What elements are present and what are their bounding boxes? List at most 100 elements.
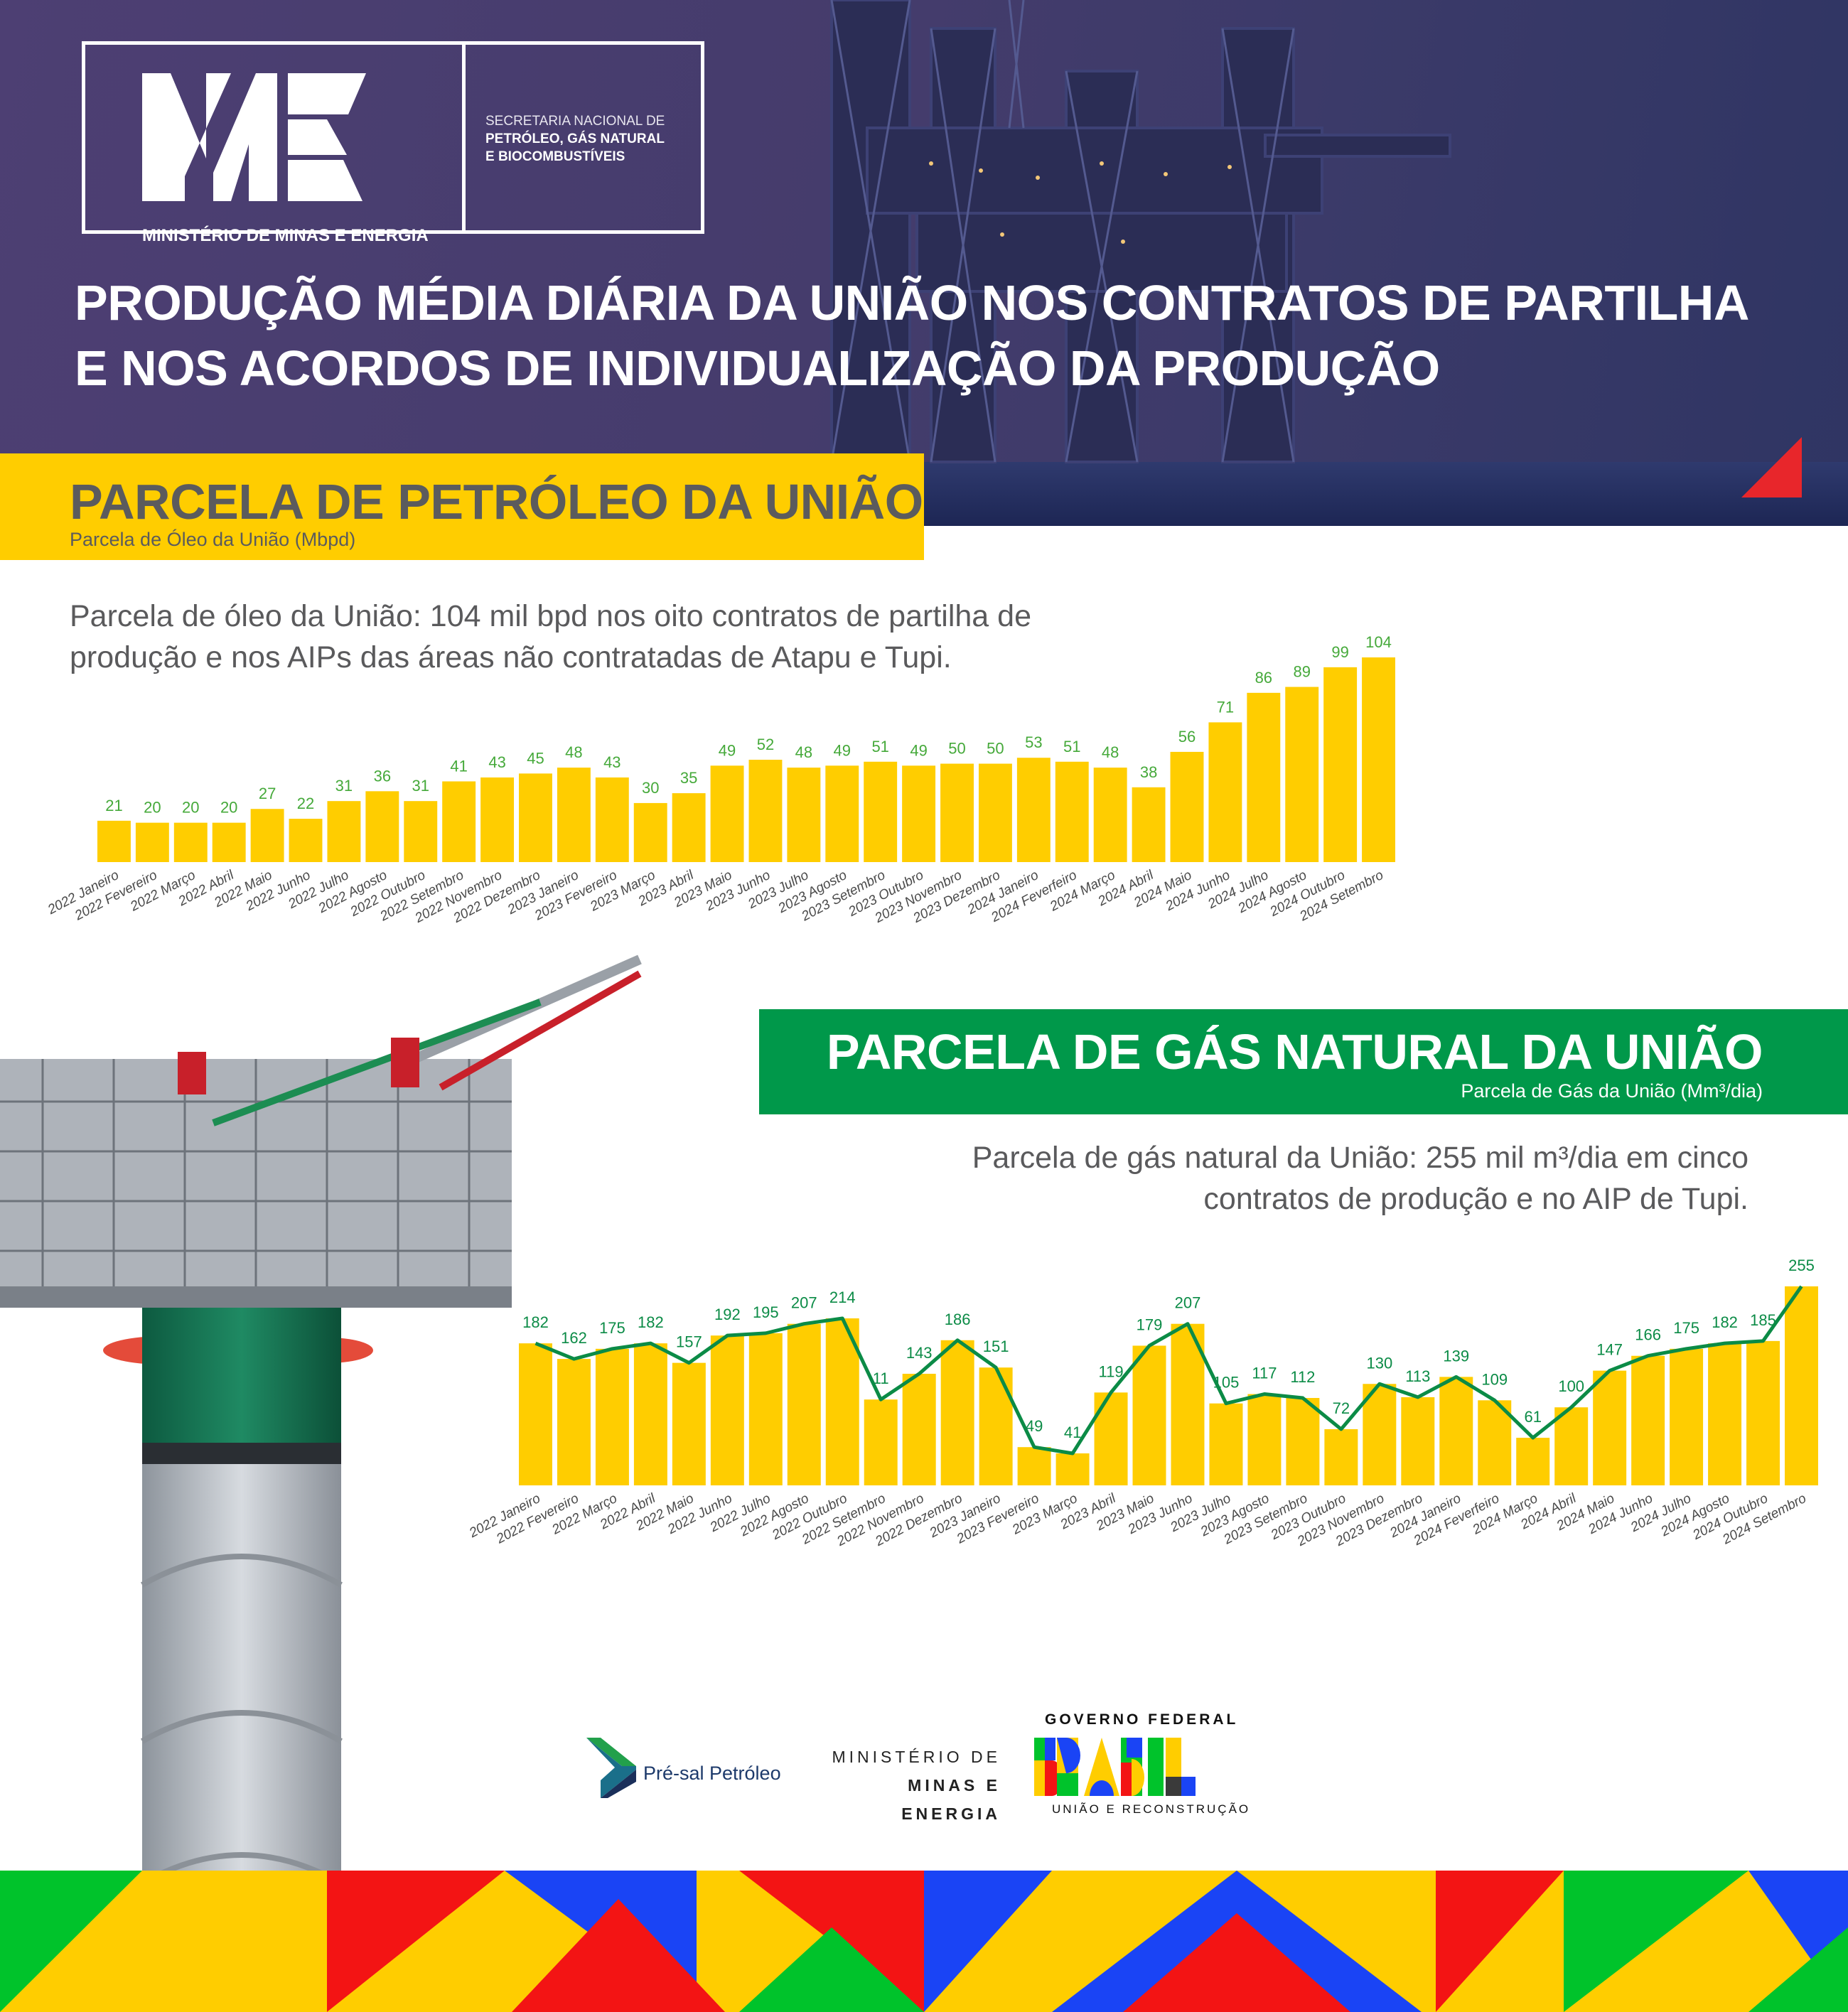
data-label: 20 [144, 799, 161, 817]
bar [519, 773, 552, 862]
data-label: 35 [680, 769, 697, 787]
data-label: 109 [1481, 1370, 1508, 1388]
data-label: 20 [220, 799, 237, 817]
bar [864, 1399, 898, 1485]
data-label: 27 [259, 785, 276, 802]
mme-footer-line1: MINISTÉRIO DE [832, 1748, 1001, 1766]
bar [1362, 657, 1395, 862]
data-label: 48 [795, 743, 812, 761]
data-label: 43 [603, 753, 621, 771]
data-label: 175 [1673, 1319, 1699, 1337]
data-label: 186 [945, 1311, 971, 1328]
bar [672, 1362, 706, 1485]
bar [748, 760, 783, 862]
data-label: 48 [1102, 743, 1119, 761]
page-title-line1: PRODUÇÃO MÉDIA DIÁRIA DA UNIÃO NOS CONTR… [75, 275, 1749, 330]
bar [864, 761, 898, 862]
bar [1094, 1392, 1128, 1485]
bar [135, 822, 169, 862]
data-label: 162 [561, 1329, 587, 1347]
data-label: 182 [638, 1313, 664, 1331]
mme-footer-logo: MINISTÉRIO DE MINAS E ENERGIA [816, 1743, 1001, 1828]
data-label: 179 [1137, 1316, 1163, 1333]
hero-header: MINISTÉRIO DE MINAS E ENERGIA SECRETARIA… [0, 0, 1848, 526]
bar [825, 1318, 859, 1485]
data-label: 50 [987, 740, 1004, 758]
presal-logo-icon [586, 1738, 636, 1798]
data-label: 89 [1293, 663, 1310, 681]
bar [1247, 1394, 1282, 1485]
data-label: 113 [1405, 1367, 1430, 1385]
bar [404, 801, 438, 862]
data-label: 166 [1635, 1326, 1661, 1344]
bar [1132, 787, 1166, 862]
mme-footer-line2: MINAS E ENERGIA [901, 1776, 1001, 1823]
bar [633, 802, 667, 862]
data-label: 56 [1178, 728, 1196, 746]
oil-description: Parcela de óleo da União: 104 mil bpd no… [70, 596, 1136, 678]
data-label: 182 [1712, 1313, 1738, 1331]
bar [212, 822, 246, 862]
logo-divider [462, 45, 466, 230]
data-label: 207 [791, 1294, 817, 1312]
bar [1363, 1384, 1397, 1485]
page-title: PRODUÇÃO MÉDIA DIÁRIA DA UNIÃO NOS CONTR… [75, 270, 1816, 401]
data-label: 119 [1099, 1362, 1124, 1380]
brasil-logo [1034, 1738, 1196, 1796]
mme-logo-mark [142, 73, 366, 201]
decorative-color-stripe [0, 1871, 1848, 2012]
bar [748, 1333, 783, 1485]
data-label: 20 [182, 799, 199, 817]
offshore-platform-illustration [0, 954, 642, 2012]
data-label: 143 [906, 1344, 933, 1362]
data-label: 21 [105, 797, 122, 814]
ministry-name: MINISTÉRIO DE MINAS E ENERGIA [142, 226, 429, 245]
bar [940, 763, 974, 862]
page-title-line2: E NOS ACORDOS DE INDIVIDUALIZAÇÃO DA PRO… [75, 340, 1440, 396]
bar [672, 793, 706, 862]
bar [519, 1343, 552, 1485]
secretariat-line2: PETRÓLEO, GÁS NATURAL [485, 131, 665, 146]
data-label: 61 [1524, 1408, 1541, 1426]
bar [1708, 1343, 1742, 1485]
bar [365, 791, 399, 862]
data-label: 48 [565, 743, 582, 761]
bar [1209, 1403, 1243, 1485]
bar [1017, 1447, 1051, 1485]
secretariat-name: SECRETARIA NACIONAL DE PETRÓLEO, GÁS NAT… [485, 112, 665, 166]
gas-section-subtitle: Parcela de Gás da União (Mm³/dia) [1461, 1080, 1763, 1102]
data-label: 38 [1140, 763, 1157, 781]
gov-slogan-text: UNIÃO E RECONSTRUÇÃO [1052, 1802, 1251, 1816]
bar [1554, 1407, 1589, 1485]
data-label: 157 [676, 1333, 702, 1351]
bar [1324, 1429, 1358, 1485]
bar [442, 781, 476, 862]
bar [710, 1335, 744, 1485]
presal-logo-text: Pré-sal Petróleo [643, 1763, 781, 1784]
bar [1478, 1400, 1512, 1485]
bar [1439, 1377, 1473, 1485]
bar [1746, 1340, 1780, 1485]
bar [978, 763, 1012, 862]
bar [825, 765, 859, 862]
data-label: 36 [374, 767, 391, 785]
bar [1016, 758, 1051, 862]
bar [480, 777, 515, 862]
oil-rig-photo [768, 0, 1848, 526]
data-label: 31 [412, 777, 429, 795]
bar [250, 809, 284, 862]
data-label: 175 [599, 1319, 625, 1337]
gas-description-line1: Parcela de gás natural da União: 255 mil… [972, 1141, 1748, 1175]
data-label: 49 [719, 741, 736, 759]
secretariat-line3: E BIOCOMBUSTÍVEIS [485, 149, 625, 164]
data-label: 50 [948, 740, 965, 758]
data-label: 182 [522, 1313, 549, 1331]
gas-description-line2: contratos de produção e no AIP de Tupi. [1203, 1182, 1748, 1216]
bar [557, 1359, 591, 1485]
data-label: 43 [488, 753, 505, 771]
oil-section-subtitle: Parcela de Óleo da União (Mbpd) [70, 529, 356, 550]
data-label: 214 [829, 1289, 856, 1306]
gas-description: Parcela de gás natural da União: 255 mil… [824, 1137, 1748, 1220]
